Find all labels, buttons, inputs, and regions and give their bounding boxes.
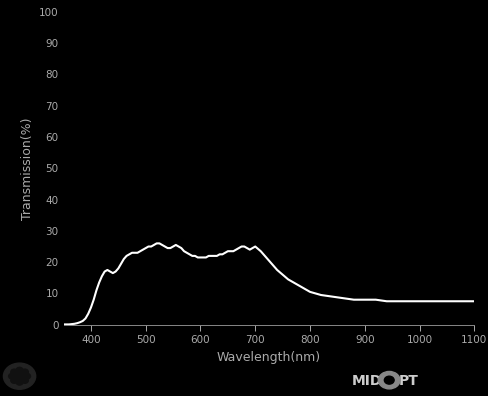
Text: PT: PT [398, 374, 418, 388]
Text: MID: MID [351, 374, 382, 388]
Y-axis label: Transmission(%): Transmission(%) [20, 117, 34, 219]
X-axis label: Wavelength(nm): Wavelength(nm) [217, 351, 320, 364]
